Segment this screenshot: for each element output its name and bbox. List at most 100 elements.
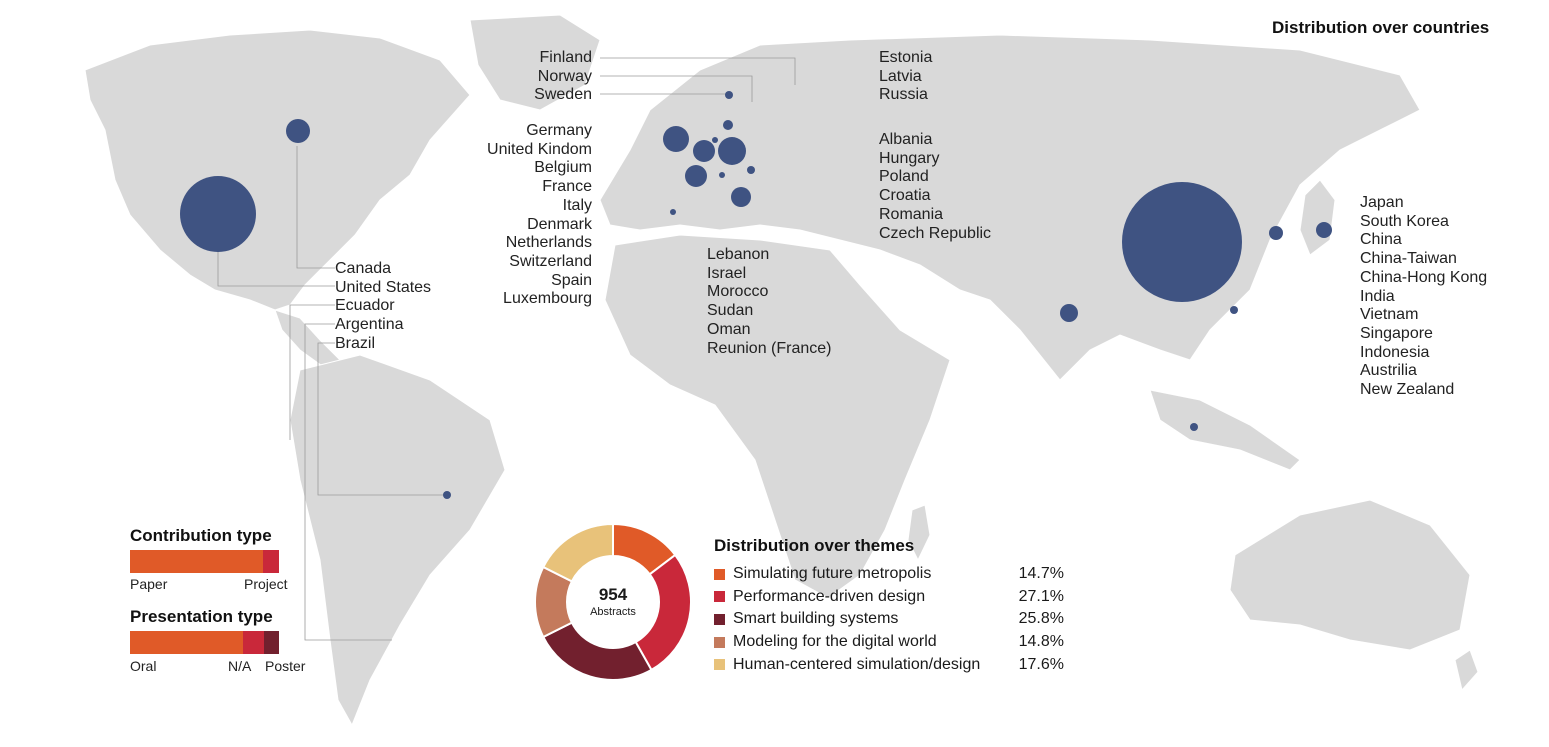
country-label: Norway — [537, 67, 592, 85]
country-label: France — [542, 178, 592, 196]
legend-value: 25.8% — [1018, 610, 1064, 628]
country-label: United States — [335, 278, 432, 296]
country-label: Morocco — [707, 283, 769, 301]
country-label: Romania — [879, 205, 944, 223]
leader-line — [304, 323, 392, 641]
country-label: Switzerland — [509, 252, 592, 270]
bar-segment — [130, 550, 263, 573]
bar-segment — [262, 550, 279, 573]
country-bubble — [747, 166, 755, 174]
map-title: Distribution over countries — [1272, 18, 1490, 37]
country-label: Lebanon — [707, 246, 770, 263]
presentation-label-poster: Poster — [265, 658, 306, 674]
country-label: Canada — [335, 260, 392, 277]
country-label: Germany — [526, 122, 592, 139]
country-label: New Zealand — [1360, 381, 1455, 399]
label-group-baltic: Estonia Latvia Russia — [879, 49, 932, 105]
landmass-southeast-asia — [1149, 389, 1301, 471]
landmass-south-america — [289, 354, 506, 727]
contribution-type-bar — [130, 550, 279, 573]
landmass-australia — [1229, 499, 1471, 651]
country-bubble — [685, 165, 707, 187]
country-label: Hungary — [879, 149, 940, 167]
country-bubble — [1316, 222, 1332, 238]
label-group-middle-east-africa: Lebanon Israel Morocco Sudan Oman Reunion (Fr… — [707, 246, 832, 358]
country-label: Estonia — [879, 49, 933, 66]
country-label: India — [1360, 287, 1395, 305]
legend-swatch — [714, 591, 725, 603]
country-label: South Korea — [1360, 212, 1449, 230]
label-group-western-europe: Germany United Kindom Belgium France Italy De… — [440, 122, 592, 309]
country-bubble — [725, 91, 733, 99]
themes-donut-chart — [534, 522, 692, 681]
landmass-africa — [604, 234, 951, 599]
legend-label: Simulating future metropolis — [733, 565, 932, 583]
country-bubble — [1122, 182, 1242, 302]
bar-segment — [130, 631, 244, 654]
country-label: Singapore — [1360, 324, 1433, 342]
country-label: Denmark — [527, 215, 592, 233]
country-label: Czech Republic — [879, 224, 992, 242]
country-label: Belgium — [534, 159, 592, 177]
legend-swatch — [714, 636, 725, 648]
presentation-type-bar — [130, 631, 279, 654]
country-label: Netherlands — [505, 234, 592, 252]
landmass-greenland — [469, 14, 601, 111]
legend-label: Modeling for the digital world — [733, 633, 937, 651]
country-label: China-Hong Kong — [1360, 268, 1488, 286]
label-group-americas: Canada United States Ecuador Argentina Brazi… — [335, 260, 431, 354]
leader-line — [289, 304, 335, 440]
legend-swatch — [714, 613, 725, 625]
bar-segment — [264, 631, 279, 654]
country-bubble — [286, 119, 310, 143]
country-label: Vietnam — [1360, 306, 1419, 324]
country-label: Croatia — [879, 187, 931, 205]
country-bubble — [693, 140, 715, 162]
presentation-label-na: N/A — [228, 658, 252, 674]
legend-swatch — [714, 659, 725, 671]
country-bubble — [1269, 226, 1283, 240]
country-label: Russia — [879, 86, 928, 104]
themes-title: Distribution over themes — [714, 536, 915, 555]
country-bubble — [1190, 423, 1198, 431]
leader-line — [217, 252, 335, 287]
landmass-new-zealand — [1454, 649, 1479, 692]
legend-item: Human-centered simulation/design 17.6% — [714, 653, 1064, 676]
landmass-japan — [1299, 179, 1336, 256]
legend-label: Human-centered simulation/design — [733, 655, 981, 673]
country-bubble — [663, 126, 689, 152]
donut-center-value: 954 — [598, 585, 628, 604]
country-label: Ecuador — [335, 297, 395, 315]
landmass-eurasia — [599, 34, 1421, 381]
legend-item: Performance-driven design 27.1% — [714, 586, 1064, 609]
country-label: Sweden — [534, 86, 592, 104]
landmass-central-america — [274, 309, 341, 369]
country-label: China-Taiwan — [1360, 250, 1457, 268]
legend-value: 17.6% — [1018, 655, 1064, 673]
country-label: United Kindom — [487, 140, 592, 158]
leader-line — [600, 75, 753, 102]
country-bubble — [180, 176, 256, 252]
leader-line — [600, 57, 796, 85]
country-label: Indonesia — [1360, 343, 1430, 361]
country-bubble — [712, 137, 718, 143]
country-label: Brazil — [335, 334, 376, 352]
country-label: Poland — [879, 168, 929, 186]
legend-item: Modeling for the digital world 14.8% — [714, 631, 1064, 654]
country-label: Finland — [539, 49, 592, 66]
country-label: Spain — [551, 271, 592, 289]
contribution-type-title: Contribution type — [130, 526, 272, 545]
legend-label: Performance-driven design — [733, 587, 926, 605]
country-label: Sudan — [707, 302, 754, 320]
bar-segment — [243, 631, 265, 654]
country-bubble — [723, 120, 733, 130]
legend-value: 27.1% — [1018, 587, 1064, 605]
label-group-asia-pacific: Japan South Korea China China-Taiwan China-H… — [1360, 194, 1487, 400]
legend-value: 14.7% — [1018, 565, 1064, 583]
legend-swatch — [714, 568, 725, 580]
country-bubble — [731, 187, 751, 207]
contribution-label-project: Project — [244, 576, 288, 592]
leader-line — [296, 146, 335, 269]
label-group-nordic: Finland Norway Sweden — [480, 49, 592, 105]
